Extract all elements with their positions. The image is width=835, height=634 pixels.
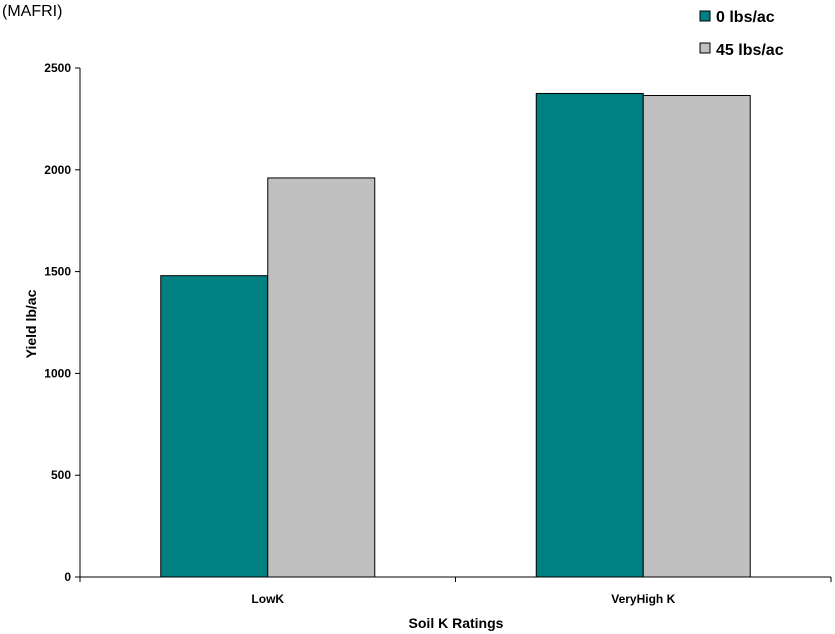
legend: 0 lbs/ac 45 lbs/ac	[699, 9, 784, 59]
bar	[642, 94, 751, 578]
y-tick-label: 2500	[44, 61, 71, 75]
x-axis-title: Soil K Ratings	[409, 615, 504, 631]
y-tick-label: 1000	[44, 366, 71, 380]
y-tick-label: 1500	[44, 265, 71, 279]
legend-label-0-lbs: 0 lbs/ac	[716, 9, 775, 26]
legend-label-45-lbs: 45 lbs/ac	[716, 42, 784, 59]
bar	[535, 92, 644, 578]
legend-item-1: 45 lbs/ac	[699, 42, 784, 59]
y-axis-title: Yield lb/ac	[23, 289, 39, 358]
y-tick-label: 0	[64, 570, 71, 584]
source-note: (MAFRI)	[2, 3, 62, 20]
legend-item-0: 0 lbs/ac	[699, 9, 775, 26]
x-tick-label: LowK	[251, 592, 284, 606]
legend-swatch-0-lbs	[699, 10, 711, 22]
plot-area: 0 500 1000 1500 2000 2500 LowK VeryHigh K	[44, 61, 832, 606]
legend-swatch-45-lbs	[699, 42, 711, 54]
y-tick-label: 500	[51, 468, 71, 482]
bar	[160, 275, 269, 578]
bar	[267, 177, 376, 578]
x-tick-label: VeryHigh K	[611, 592, 675, 606]
y-tick-label: 2000	[44, 163, 71, 177]
